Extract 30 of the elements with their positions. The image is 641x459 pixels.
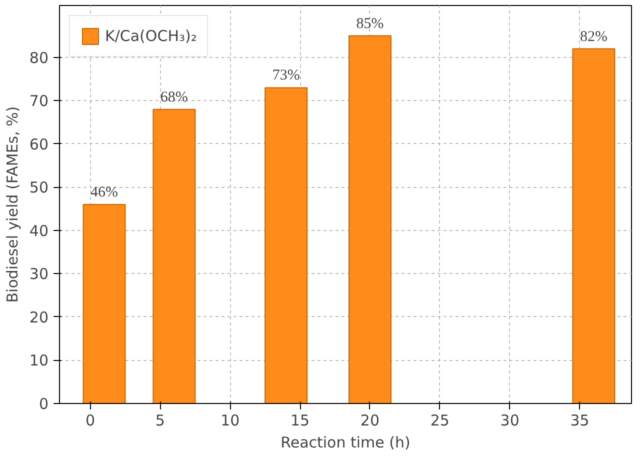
bar — [264, 87, 308, 404]
text: 73% — [272, 68, 300, 84]
y-tick-label: 70 — [29, 92, 49, 110]
text: 68% — [160, 89, 188, 106]
bar — [82, 204, 126, 404]
x-tick-label: 10 — [220, 412, 240, 430]
y-tick-label: 40 — [29, 222, 49, 240]
y-tick-label: 0 — [38, 395, 49, 413]
legend-label: K/Ca(OCH₃)₂ — [105, 27, 197, 45]
x-tick-label: 5 — [155, 412, 165, 430]
bar — [572, 48, 616, 404]
x-tick-label: 30 — [500, 412, 520, 430]
x-tick-label: 0 — [85, 412, 96, 430]
x-tick-label: 35 — [570, 412, 590, 430]
y-tick-label: 50 — [29, 178, 49, 197]
y-tick-label: 20 — [29, 308, 49, 326]
bar — [348, 35, 392, 404]
x-tick-label: 20 — [360, 412, 380, 430]
bar — [152, 108, 196, 404]
y-tick-label: 80 — [29, 48, 49, 67]
y-tick-label: 60 — [29, 135, 49, 154]
y-tick-label: 30 — [29, 265, 49, 284]
text: 46% — [90, 184, 118, 200]
x-tick-label: 25 — [430, 412, 450, 430]
text: 85% — [356, 16, 384, 32]
x-axis-title: Reaction time (h) — [280, 434, 410, 452]
y-tick-label: 10 — [29, 352, 49, 370]
text: 82% — [580, 28, 608, 45]
y-axis-title: Biodiesel yield (FAMEs, %) — [3, 106, 22, 303]
x-tick-label: 15 — [290, 412, 310, 430]
